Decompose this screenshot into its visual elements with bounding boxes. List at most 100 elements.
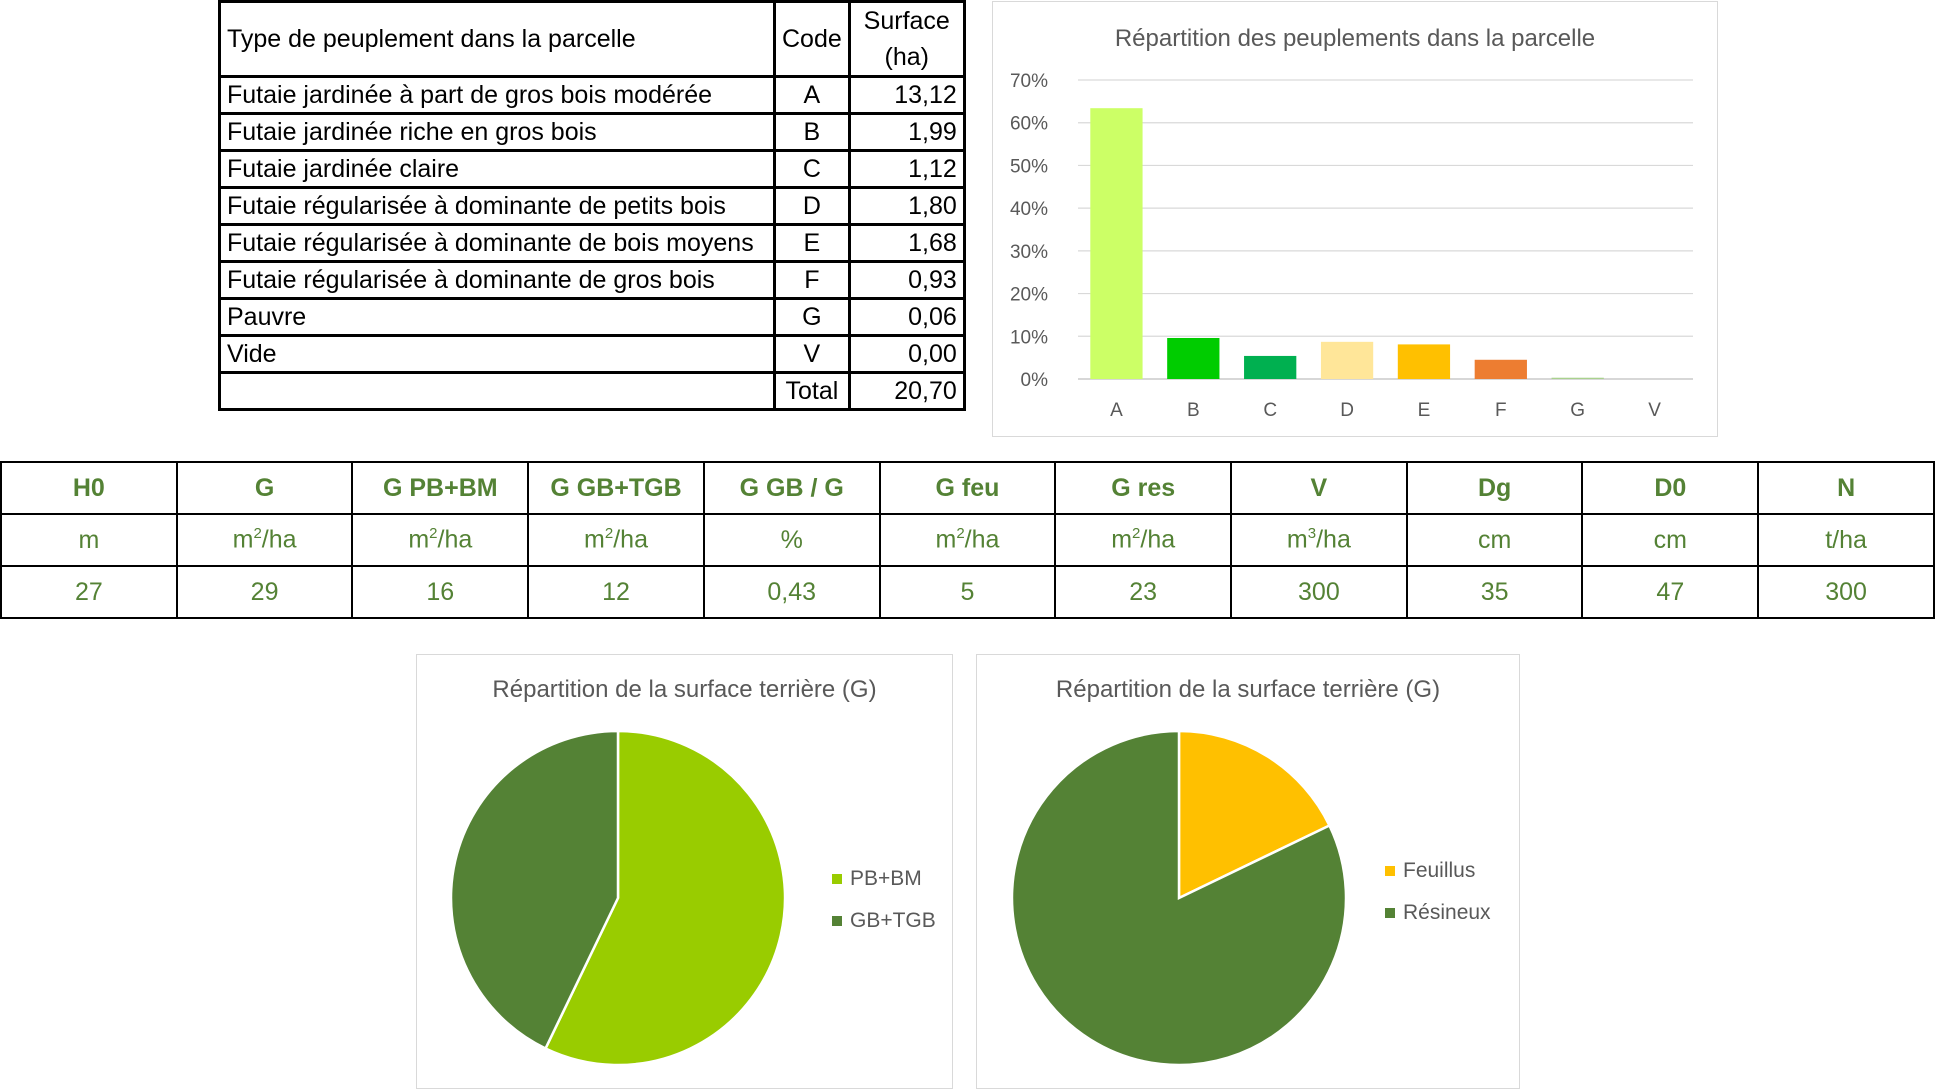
metrics-units-row: m m2/ha m2/ha m2/ha% m2/ha m2/ha m3/ha cm cm t/ha: [0, 513, 1935, 567]
metric-unit-base: m: [408, 525, 430, 554]
header-surface: Surface (ha): [847, 0, 966, 78]
metric-unit: cm: [1405, 513, 1584, 567]
table-row: Futaie régularisée à dominante de petits…: [218, 186, 966, 226]
row-code: E: [773, 223, 851, 263]
metric-unit: m2/ha: [878, 513, 1057, 567]
legend-label: PB+BM: [850, 867, 922, 890]
metric-unit-exponent: 3: [1307, 525, 1317, 543]
table-row: Vide V 0,00: [218, 334, 966, 374]
row-code: F: [773, 260, 851, 300]
legend-swatch: [832, 916, 842, 926]
metric-unit-base: m: [1111, 525, 1133, 554]
table-row: Futaie jardinée à part de gros bois modé…: [218, 75, 966, 115]
table-row: Futaie régularisée à dominante de gros b…: [218, 260, 966, 300]
header-code: Code: [773, 0, 851, 78]
legend-swatch: [1385, 908, 1395, 918]
metric-value: 5: [878, 565, 1057, 619]
metric-unit-base: m: [935, 525, 957, 554]
metric-header: G res: [1054, 461, 1233, 515]
legend-swatch: [832, 874, 842, 884]
metric-value: 12: [527, 565, 705, 619]
total-label: Total: [773, 371, 851, 411]
row-type: Futaie régularisée à dominante de bois m…: [218, 223, 776, 263]
x-tick-label: V: [1648, 400, 1661, 421]
metrics-values-row: 27 29 16 12 0,43 5 23 300 35 47 300: [0, 565, 1935, 619]
bar-D: [1320, 341, 1374, 379]
header-type: Type de peuplement dans la parcelle: [218, 0, 776, 78]
metric-header: H0: [0, 461, 178, 515]
metric-unit: m2/ha: [175, 513, 354, 567]
metric-header: G GB+TGB: [527, 461, 705, 515]
legend-label: GB+TGB: [850, 909, 936, 932]
metric-unit: %: [702, 513, 881, 567]
header-surface-line2: (ha): [884, 43, 929, 71]
x-tick-label: A: [1110, 400, 1123, 421]
row-code: D: [773, 186, 851, 226]
x-tick-label: E: [1418, 400, 1431, 421]
row-type: Vide: [218, 334, 776, 374]
metric-unit-tail: /ha: [437, 525, 473, 554]
chart-title: Répartition de la surface terrière (G): [492, 676, 876, 703]
pie-chart-1: Répartition de la surface terrière (G) PB…: [449, 676, 936, 1067]
row-type: Futaie jardinée à part de gros bois modé…: [218, 75, 776, 115]
metric-unit-exponent: 2: [1132, 525, 1141, 543]
row-type: Futaie régularisée à dominante de petits…: [218, 186, 776, 226]
row-type: Futaie jardinée claire: [218, 149, 776, 189]
metric-header: Dg: [1405, 461, 1584, 515]
pie-slice-pb-bm: [543, 729, 787, 1067]
stand-table-header: Type de peuplement dans la parcelle Code…: [218, 0, 966, 78]
metric-unit: m2/ha: [351, 513, 530, 567]
total-value: 20,70: [847, 371, 966, 411]
metric-header: N: [1757, 461, 1935, 515]
metric-unit-base: cm: [1653, 525, 1687, 554]
row-surface: 1,80: [847, 186, 966, 226]
row-code: A: [773, 75, 851, 115]
stand-table: Type de peuplement dans la parcelle Code…: [218, 0, 966, 411]
row-surface: 1,99: [847, 112, 966, 152]
metric-unit-tail: /ha: [613, 525, 648, 554]
metric-value: 300: [1757, 565, 1935, 619]
metric-value: 16: [351, 565, 530, 619]
metric-unit-base: m: [1286, 525, 1308, 554]
y-tick-label: 20%: [1010, 285, 1048, 306]
bar-F: [1474, 359, 1527, 379]
metric-unit-exponent: 2: [604, 525, 614, 543]
chart-title: Répartition de la surface terrière (G): [1056, 676, 1440, 703]
y-tick-label: 50%: [1010, 156, 1048, 177]
y-tick-label: 40%: [1010, 199, 1048, 220]
table-row: Futaie jardinée claire C 1,12: [218, 149, 966, 189]
pie-slice-feuillus: [1177, 729, 1332, 900]
bar-chart-box: Répartition des peuplements dans la parc…: [992, 1, 1718, 437]
y-tick-label: 0%: [1021, 370, 1049, 391]
x-tick-label: D: [1340, 400, 1354, 421]
row-surface: 1,68: [847, 223, 966, 263]
pie-slice-r-sineux: [1010, 729, 1348, 1067]
metric-unit-base: %: [780, 525, 803, 554]
pie-slice-gb-tgb: [449, 729, 620, 1051]
x-tick-label: F: [1495, 400, 1507, 421]
metric-unit: t/ha: [1757, 513, 1935, 567]
metric-unit: m2/ha: [1054, 513, 1233, 567]
pie-chart-box-2: Répartition de la surface terrière (G) Fe…: [976, 654, 1520, 1089]
row-code: B: [773, 112, 851, 152]
y-tick-label: 70%: [1010, 71, 1048, 92]
metric-unit: m: [0, 513, 178, 567]
metric-unit-tail: /ha: [261, 525, 297, 554]
metric-value: 35: [1405, 565, 1584, 619]
metric-value: 23: [1054, 565, 1233, 619]
metric-unit-exponent: 2: [956, 525, 965, 543]
legend-label: Résineux: [1403, 901, 1491, 924]
y-tick-label: 10%: [1010, 327, 1048, 348]
legend-swatch: [1385, 866, 1395, 876]
row-code: G: [773, 297, 851, 337]
pie-chart-box-1: Répartition de la surface terrière (G) PB…: [416, 654, 953, 1089]
metric-unit-tail: /ha: [964, 525, 1000, 554]
bar-G: [1551, 377, 1604, 379]
metric-header: G: [175, 461, 354, 515]
row-type: Pauvre: [218, 297, 776, 337]
row-code: C: [773, 149, 851, 189]
row-surface: 13,12: [847, 75, 966, 115]
row-surface: 0,93: [847, 260, 966, 300]
metric-value: 27: [0, 565, 178, 619]
